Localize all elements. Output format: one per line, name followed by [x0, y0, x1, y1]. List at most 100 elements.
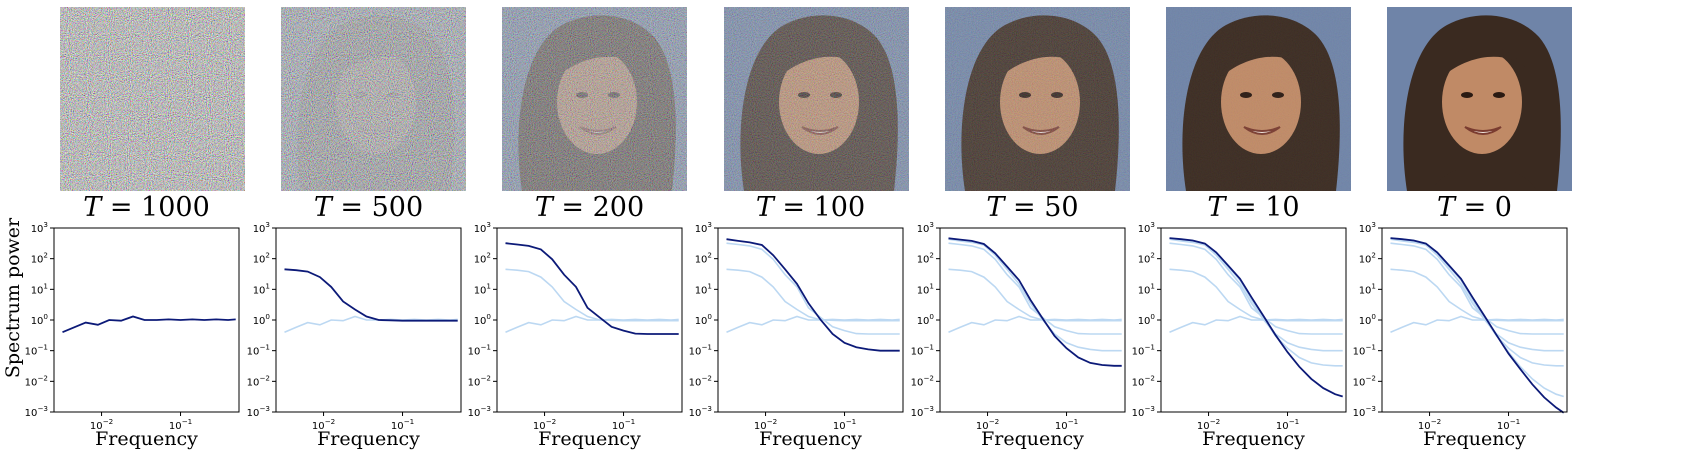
y-tick-label: 102: [1359, 251, 1376, 266]
previous-spectrum-line: [505, 315, 679, 333]
y-tick-label: 10−1: [468, 343, 491, 358]
x-tick-label: 10−1: [169, 417, 192, 432]
y-tick-label: 102: [695, 251, 712, 266]
y-tick-label: 102: [31, 251, 48, 266]
y-tick-label: 100: [1359, 312, 1377, 327]
face-image: [723, 7, 909, 191]
previous-spectrum-line: [1169, 238, 1343, 352]
timestep-symbol: T: [755, 192, 774, 223]
timestep-value: = 10: [1225, 192, 1300, 223]
y-tick-label: 10−2: [1353, 373, 1376, 388]
x-tick-label: 10−2: [533, 417, 556, 432]
y-tick-label: 103: [253, 220, 270, 235]
timestep-value: = 50: [1004, 192, 1079, 223]
y-tick-label: 102: [1138, 251, 1155, 266]
y-tick-label: 102: [253, 251, 270, 266]
x-tick-label: 10−2: [90, 417, 113, 432]
y-tick-label: 100: [917, 312, 935, 327]
y-tick-label: 10−3: [911, 404, 934, 419]
y-tick-label: 102: [474, 251, 491, 266]
timestep-label: T = 500: [259, 192, 479, 223]
x-tick-label: 10−1: [612, 417, 635, 432]
y-tick-label: 10−1: [689, 343, 712, 358]
y-tick-label: 10−3: [25, 404, 48, 419]
y-tick-label: 10−1: [1353, 343, 1376, 358]
y-tick-label: 101: [695, 281, 712, 296]
y-tick-label: 103: [917, 220, 934, 235]
x-tick-label: 10−2: [1197, 417, 1220, 432]
y-tick-label: 101: [917, 281, 934, 296]
timestep-value: = 1000: [101, 192, 210, 223]
y-tick-label: 102: [917, 251, 934, 266]
y-tick-label: 10−2: [247, 373, 270, 388]
y-tick-label: 101: [1359, 281, 1376, 296]
current-spectrum-line: [948, 237, 1122, 367]
previous-spectrum-line: [1390, 268, 1564, 322]
previous-spectrum-line: [505, 268, 679, 322]
x-tick-label: 10−2: [312, 417, 335, 432]
x-axis-label: Frequency: [538, 428, 641, 450]
previous-spectrum-line: [948, 238, 1122, 352]
previous-spectrum-line: [284, 315, 458, 333]
timestep-symbol: T: [313, 192, 332, 223]
y-tick-label: 101: [31, 281, 48, 296]
y-tick-label: 10−2: [911, 373, 934, 388]
timestep-label: T = 100: [701, 192, 921, 223]
face-image: [1387, 7, 1573, 191]
timestep-value: = 0: [1455, 192, 1512, 223]
current-spectrum-line: [505, 242, 679, 335]
y-tick-label: 10−3: [1353, 404, 1376, 419]
previous-spectrum-line: [726, 315, 900, 333]
timestep-symbol: T: [1437, 192, 1456, 223]
timestep-label: T = 0: [1365, 192, 1585, 223]
y-tick-label: 101: [1138, 281, 1155, 296]
timestep-value: = 200: [552, 192, 645, 223]
y-tick-label: 10−2: [468, 373, 491, 388]
y-tick-label: 101: [253, 281, 270, 296]
y-tick-label: 10−3: [689, 404, 712, 419]
y-tick-label: 10−1: [25, 343, 48, 358]
y-tick-label: 10−2: [689, 373, 712, 388]
timestep-value: = 500: [331, 192, 424, 223]
y-tick-label: 100: [1138, 312, 1156, 327]
y-tick-label: 100: [253, 312, 271, 327]
x-tick-label: 10−2: [976, 417, 999, 432]
previous-spectrum-line: [1169, 268, 1343, 322]
x-axis-label: Frequency: [1202, 428, 1305, 450]
x-tick-label: 10−1: [1497, 417, 1520, 432]
y-tick-label: 10−1: [247, 343, 270, 358]
y-tick-label: 103: [695, 220, 712, 235]
timestep-label: T = 10: [1144, 192, 1364, 223]
timestep-symbol: T: [986, 192, 1005, 223]
x-tick-label: 10−1: [833, 417, 856, 432]
previous-spectrum-line: [1169, 315, 1343, 333]
current-spectrum-line: [284, 268, 458, 322]
previous-spectrum-line: [948, 268, 1122, 322]
previous-spectrum-line: [726, 268, 900, 322]
y-tick-label: 100: [31, 312, 49, 327]
face-image: [281, 7, 467, 191]
y-tick-label: 10−2: [25, 373, 48, 388]
previous-spectrum-line: [1169, 237, 1343, 367]
x-axis-label: Frequency: [317, 428, 420, 450]
face-image: [1166, 7, 1351, 191]
x-tick-label: 10−2: [754, 417, 777, 432]
y-tick-label: 10−3: [1132, 404, 1155, 419]
y-tick-label: 10−1: [911, 343, 934, 358]
x-axis-label: Frequency: [759, 428, 862, 450]
current-spectrum-line: [1169, 237, 1343, 398]
timestep-label: T = 50: [923, 192, 1143, 223]
timestep-symbol: T: [83, 192, 102, 223]
y-tick-label: 101: [474, 281, 491, 296]
previous-spectrum-line: [1390, 237, 1564, 367]
x-axis-label: Frequency: [981, 428, 1084, 450]
y-axis-label: Spectrum power: [2, 217, 24, 378]
